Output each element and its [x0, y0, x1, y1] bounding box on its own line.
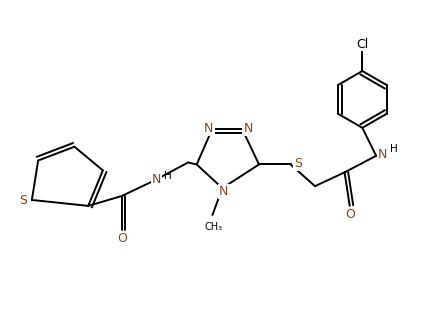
- Text: N: N: [219, 185, 229, 198]
- Text: N: N: [378, 148, 387, 161]
- Text: H: H: [164, 171, 172, 180]
- Text: N: N: [204, 122, 213, 135]
- Text: N: N: [243, 122, 253, 135]
- Text: CH₃: CH₃: [204, 222, 222, 232]
- Text: S: S: [294, 157, 302, 170]
- Text: O: O: [117, 232, 127, 245]
- Text: N: N: [152, 173, 161, 186]
- Text: S: S: [19, 194, 27, 207]
- Text: Cl: Cl: [356, 38, 368, 51]
- Text: H: H: [390, 144, 398, 154]
- Text: O: O: [346, 208, 355, 221]
